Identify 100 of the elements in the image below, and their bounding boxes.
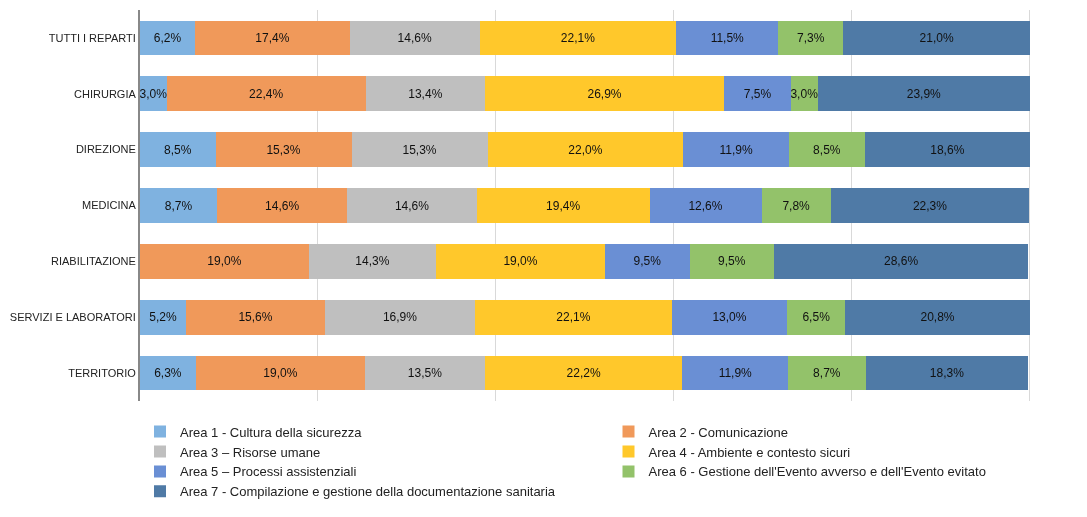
legend-label: Area 6 - Gestione dell'Evento avverso e dell'Evento evitato — [648, 464, 986, 480]
data-label: 19,4% — [546, 198, 581, 213]
data-label: 3,0% — [139, 86, 168, 101]
data-label: 22,0% — [568, 142, 603, 157]
data-label: 11,9% — [719, 142, 753, 157]
bar — [649, 188, 762, 223]
data-label: 19,0% — [263, 366, 298, 381]
bar — [817, 76, 1031, 112]
data-label: 8,7% — [813, 366, 841, 381]
legend-label: Area 7 - Compilazione e gestione della documentazione sanitaria — [180, 484, 556, 500]
data-label: 6,2% — [153, 30, 182, 45]
bar — [788, 355, 866, 391]
data-label: 9,5% — [633, 254, 662, 269]
bar — [349, 20, 480, 56]
bar — [365, 76, 486, 112]
bar — [324, 299, 476, 335]
bar — [789, 132, 865, 167]
y-tick-label: RIABILITAZIONE — [51, 255, 136, 268]
data-label: 7,8% — [782, 198, 811, 213]
data-label: 14,6% — [265, 198, 300, 213]
bar — [485, 355, 683, 391]
data-label: 11,5% — [710, 30, 745, 45]
bar — [195, 20, 350, 56]
bar — [140, 244, 309, 279]
data-label: 14,6% — [394, 198, 430, 213]
bar — [140, 188, 218, 223]
bar — [671, 299, 788, 335]
data-label: 22,3% — [912, 198, 948, 213]
data-label: 19,0% — [503, 254, 538, 269]
bar — [778, 20, 844, 56]
bar — [830, 188, 1030, 223]
legend-label: Area 1 - Cultura della sicurezza — [180, 424, 363, 440]
data-label: 23,9% — [906, 86, 942, 101]
bar — [186, 299, 325, 335]
data-label: 19,0% — [207, 254, 242, 269]
data-label: 28,6% — [884, 254, 919, 269]
data-label: 3,0% — [790, 86, 819, 101]
bar — [787, 299, 846, 335]
data-label: 15,3% — [266, 142, 301, 157]
y-tick-label: SERVIZI E LABORATORI — [9, 311, 136, 324]
data-label: 13,0% — [712, 310, 747, 325]
data-label: 22,4% — [249, 86, 284, 101]
data-label: 5,2% — [149, 310, 177, 325]
bar — [843, 20, 1031, 56]
bar — [140, 20, 196, 56]
data-label: 16,9% — [382, 310, 418, 325]
y-tick-label: CHIRURGIA — [74, 87, 137, 100]
legend-label: Area 4 - Ambiente e contesto sicuri — [648, 444, 851, 460]
legend-label: Area 3 – Risorse umane — [180, 444, 321, 460]
bar — [479, 20, 677, 56]
data-label: 8,7% — [164, 198, 193, 213]
bar — [724, 76, 791, 112]
bar — [196, 355, 365, 391]
bar — [217, 188, 348, 223]
data-label: 13,5% — [407, 366, 443, 381]
bar — [676, 20, 779, 56]
legend-label: Area 2 - Comunicazione — [648, 424, 788, 440]
bar — [477, 188, 650, 223]
legend-label: Area 5 – Processi assistenziali — [180, 464, 357, 480]
data-label: 11,9% — [718, 366, 753, 381]
data-label: 6,5% — [802, 310, 831, 325]
data-label: 22,1% — [560, 30, 596, 45]
data-label: 14,3% — [355, 254, 390, 269]
bar — [475, 299, 672, 335]
data-label: 13,4% — [408, 86, 443, 101]
y-tick-label: MEDICINA — [82, 199, 137, 212]
data-label: 12,6% — [688, 198, 723, 213]
bar — [347, 188, 478, 223]
y-tick-label: TERRITORIO — [68, 366, 137, 379]
data-label: 18,6% — [930, 142, 965, 157]
bar — [845, 299, 1031, 335]
data-label: 15,3% — [402, 142, 437, 157]
data-label: 7,5% — [743, 86, 772, 101]
bar — [487, 132, 684, 167]
y-tick-label: DIREZIONE — [75, 143, 136, 156]
bar — [215, 132, 352, 167]
data-label: 20,8% — [920, 310, 955, 325]
data-label: 22,1% — [556, 310, 591, 325]
bar — [166, 76, 366, 112]
bar — [774, 244, 1029, 279]
data-label: 15,6% — [238, 310, 273, 325]
bar — [351, 132, 488, 167]
data-label: 8,5% — [813, 142, 841, 157]
bar — [364, 355, 486, 391]
bar — [683, 132, 790, 167]
bar — [761, 188, 831, 223]
data-label: 7,3% — [797, 30, 825, 45]
bar — [682, 355, 789, 391]
data-label: 21,0% — [919, 30, 954, 45]
y-tick-label: TUTTI I REPARTI — [48, 31, 136, 44]
bar — [605, 244, 690, 279]
data-label: 9,5% — [717, 254, 746, 269]
bar — [308, 244, 437, 279]
data-label: 8,5% — [163, 142, 192, 157]
data-label: 26,9% — [587, 86, 622, 101]
data-label: 22,2% — [566, 366, 601, 381]
bar — [865, 355, 1029, 391]
data-label: 14,6% — [397, 30, 432, 45]
bar — [140, 132, 216, 167]
bar — [864, 132, 1031, 167]
